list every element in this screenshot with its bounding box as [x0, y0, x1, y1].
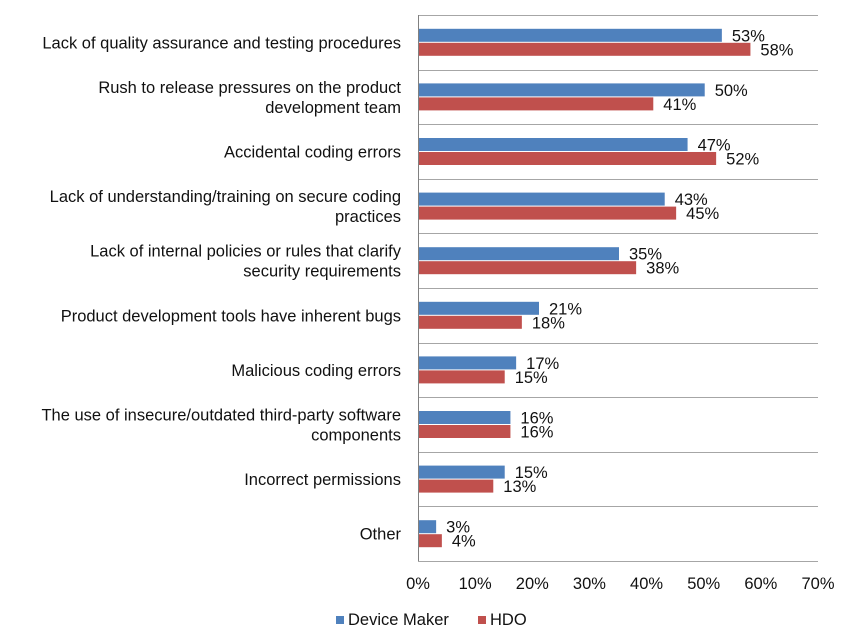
data-label: 21%	[549, 300, 582, 318]
bar-hdo	[419, 152, 717, 165]
category-label: practices	[335, 208, 401, 226]
legend: Device Maker HDO	[336, 611, 527, 629]
category-label: Lack of quality assurance and testing pr…	[42, 34, 401, 52]
bar-hdo	[419, 425, 511, 438]
bar-device-maker	[419, 138, 688, 151]
bar-device-maker	[419, 192, 665, 206]
data-label: 52%	[726, 151, 759, 169]
bar-hdo	[419, 315, 522, 329]
category-label: Malicious coding errors	[231, 362, 401, 380]
category-label: Lack of internal policies or rules that …	[90, 243, 402, 261]
data-label: 15%	[515, 464, 548, 482]
axes: 0% 10% 20% 30% 40% 50% 60% 70%	[406, 15, 835, 593]
data-label: 3%	[446, 519, 470, 537]
data-label: 4%	[452, 533, 476, 551]
labels: 53%58% Lack of quality assurance and test…	[41, 27, 793, 550]
bar-device-maker	[419, 356, 517, 370]
data-label: 43%	[675, 191, 708, 209]
x-tick-label: 10%	[459, 575, 492, 593]
data-label: 58%	[760, 41, 793, 59]
legend-label: Device Maker	[348, 611, 449, 629]
data-label: 16%	[520, 424, 553, 442]
bar-hdo	[419, 206, 677, 220]
category-label: Incorrect permissions	[244, 471, 401, 489]
category-label: The use of insecure/outdated third-party…	[41, 407, 401, 425]
data-label: 15%	[515, 369, 548, 387]
bar-device-maker	[419, 465, 505, 479]
bar-device-maker	[419, 28, 722, 42]
data-label: 53%	[732, 27, 765, 45]
bar-device-maker	[419, 247, 619, 261]
data-label: 16%	[520, 410, 553, 428]
data-label: 47%	[698, 137, 731, 155]
data-label: 45%	[686, 205, 719, 223]
category-label: components	[311, 427, 401, 445]
legend-swatch-hdo	[478, 616, 486, 624]
category-label: development team	[265, 99, 401, 117]
legend-label: HDO	[490, 611, 527, 629]
data-label: 18%	[532, 314, 565, 332]
bars	[419, 28, 751, 548]
x-tick-label: 60%	[744, 575, 777, 593]
x-tick-label: 50%	[687, 575, 720, 593]
x-tick-label: 0%	[406, 575, 430, 593]
bar-hdo	[419, 534, 442, 548]
data-label: 38%	[646, 260, 679, 278]
bar-device-maker	[419, 301, 539, 315]
data-label: 41%	[663, 96, 696, 114]
category-label: security requirements	[243, 263, 401, 281]
data-label: 35%	[629, 246, 662, 264]
bar-hdo	[419, 261, 637, 275]
legend-swatch-device-maker	[336, 616, 344, 624]
bar-device-maker	[419, 520, 437, 534]
category-label: Product development tools have inherent …	[61, 307, 401, 325]
bar-hdo	[419, 42, 751, 56]
x-tick-label: 20%	[516, 575, 549, 593]
x-tick-label: 70%	[801, 575, 834, 593]
bar-device-maker	[419, 83, 705, 97]
x-tick-label: 40%	[630, 575, 663, 593]
data-label: 50%	[715, 82, 748, 100]
data-label: 13%	[503, 478, 536, 496]
bar-hdo	[419, 479, 494, 493]
category-label: Rush to release pressures on the product	[98, 79, 401, 97]
bar-device-maker	[419, 411, 511, 424]
gridlines	[418, 15, 818, 562]
bar-hdo	[419, 97, 654, 111]
bar-hdo	[419, 370, 505, 384]
category-label: Accidental coding errors	[224, 144, 401, 162]
category-label: Other	[360, 526, 402, 544]
data-label: 17%	[526, 355, 559, 373]
category-label: Lack of understanding/training on secure…	[50, 188, 401, 206]
x-tick-label: 30%	[573, 575, 606, 593]
